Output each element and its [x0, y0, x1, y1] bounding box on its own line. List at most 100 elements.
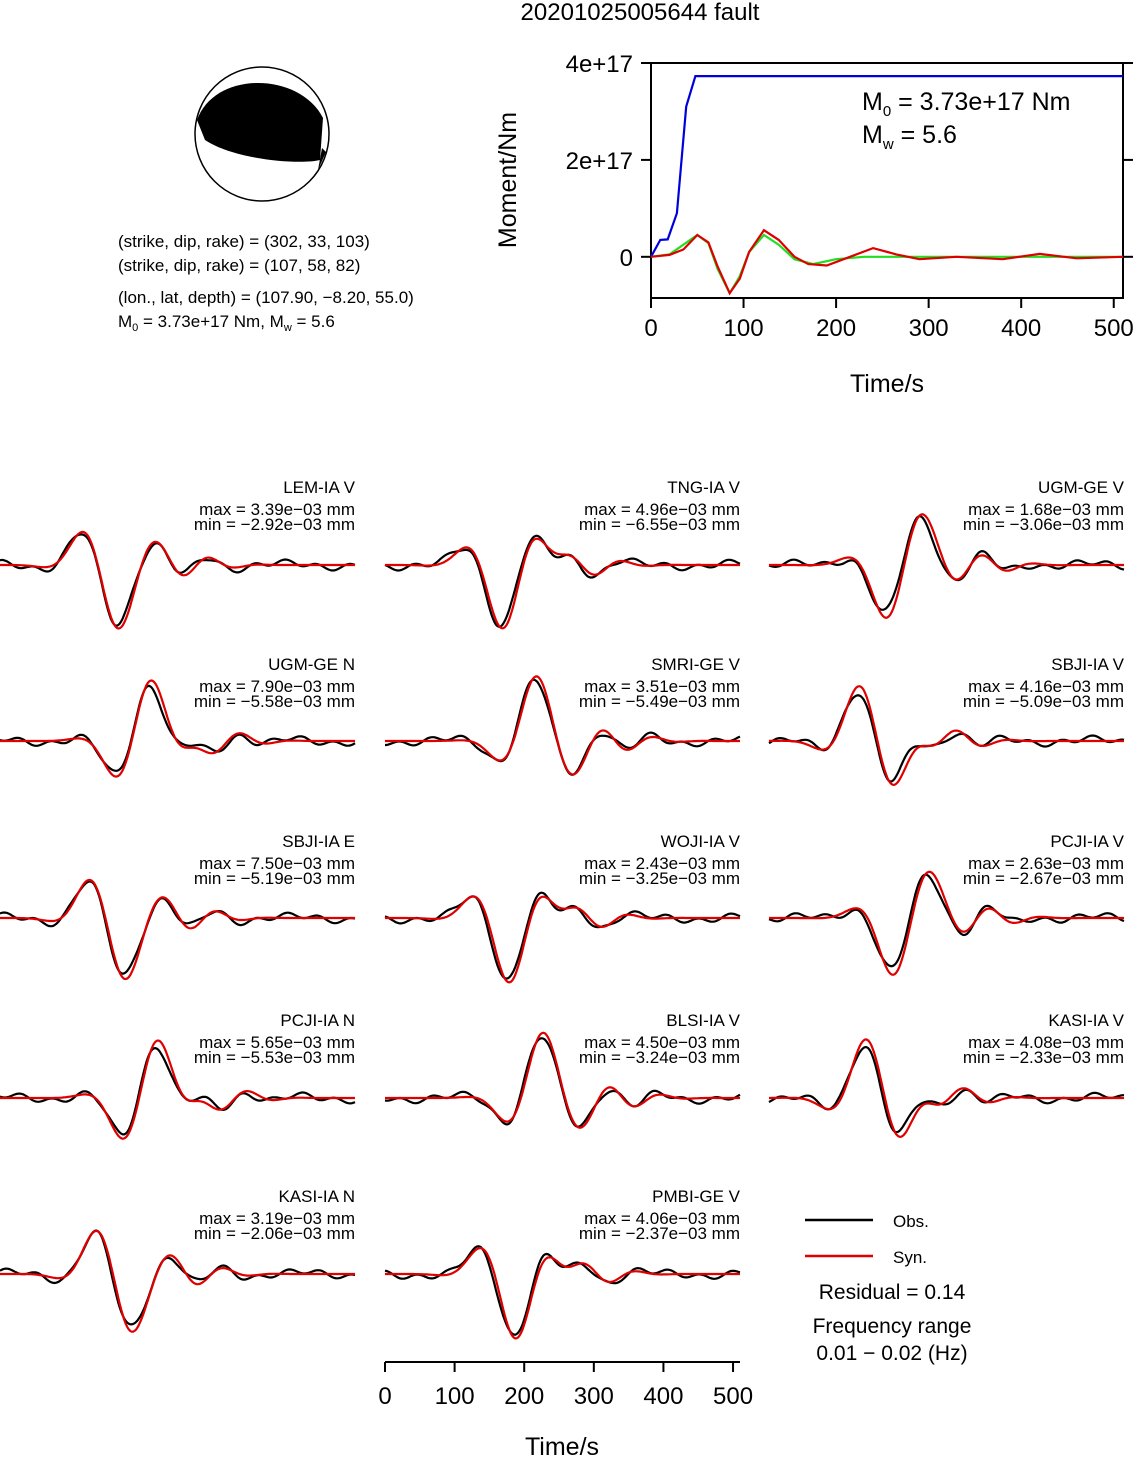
- station-name: SMRI-GE V: [651, 655, 740, 674]
- observed-waveform: [768, 873, 1125, 968]
- station-min: min = −2.92e−03 mm: [194, 515, 355, 534]
- moment-x-tick-label: 0: [644, 315, 657, 342]
- station-name: KASI-IA V: [1048, 1011, 1124, 1030]
- moment-x-tick-label: 500: [1094, 315, 1134, 342]
- station-name: PMBI-GE V: [652, 1187, 741, 1206]
- frequency-range-value: 0.01 − 0.02 (Hz): [816, 1342, 967, 1365]
- station-min: min = −3.24e−03 mm: [579, 1048, 740, 1067]
- moment-mw-label: Mw = 5.6: [862, 121, 957, 153]
- station-min: min = −3.25e−03 mm: [579, 869, 740, 888]
- station-min: min = −6.55e−03 mm: [579, 515, 740, 534]
- figure-title: 20201025005644 fault: [521, 0, 760, 26]
- station-name: BLSI-IA V: [666, 1011, 740, 1030]
- legend-syn-label: Syn.: [893, 1248, 927, 1267]
- station-name: SBJI-IA V: [1051, 655, 1124, 674]
- waveform-x-tick-label: 400: [643, 1383, 683, 1410]
- moment-series-line: [650, 233, 1123, 296]
- waveform-x-tick-label: 300: [574, 1383, 614, 1410]
- moment-y-tick-label: 2e+17: [566, 148, 633, 175]
- station-name: PCJI-IA N: [280, 1011, 355, 1030]
- mechanism-plane-2: (strike, dip, rake) = (107, 58, 82): [118, 256, 360, 275]
- moment-x-axis-label: Time/s: [850, 370, 924, 398]
- station-max: max = 4.16e−03 mm: [968, 677, 1124, 696]
- synthetic-waveform: [385, 675, 740, 776]
- station-max: max = 4.96e−03 mm: [584, 500, 740, 519]
- moment-x-tick-label: 200: [816, 315, 856, 342]
- moment-x-tick-label: 300: [909, 315, 949, 342]
- station-max: max = 4.06e−03 mm: [584, 1209, 740, 1228]
- moment-y-tick-label: 0: [620, 245, 633, 272]
- station-max: max = 3.39e−03 mm: [199, 500, 355, 519]
- station-max: max = 5.65e−03 mm: [199, 1033, 355, 1052]
- synthetic-waveform: [769, 870, 1124, 976]
- station-max: max = 4.50e−03 mm: [584, 1033, 740, 1052]
- station-min: min = −2.67e−03 mm: [963, 869, 1124, 888]
- synthetic-waveform: [0, 878, 355, 981]
- residual-label: Residual = 0.14: [819, 1281, 966, 1304]
- station-name: UGM-GE N: [268, 655, 355, 674]
- waveform-x-tick-label: 500: [713, 1383, 753, 1410]
- synthetic-waveform: [769, 1038, 1124, 1139]
- station-max: max = 2.43e−03 mm: [584, 854, 740, 873]
- moment-plot-frame: [650, 62, 1124, 299]
- synthetic-waveform: [769, 685, 1124, 787]
- station-max: max = 7.50e−03 mm: [199, 854, 355, 873]
- station-max: max = 7.90e−03 mm: [199, 677, 355, 696]
- station-name: UGM-GE V: [1038, 478, 1125, 497]
- synthetic-waveform: [769, 513, 1124, 619]
- synthetic-waveform: [385, 1031, 740, 1129]
- moment-series-line: [650, 75, 1123, 258]
- synthetic-waveform: [385, 895, 740, 984]
- station-max: max = 2.63e−03 mm: [968, 854, 1124, 873]
- station-name: KASI-IA N: [278, 1187, 355, 1206]
- observed-waveform: [384, 891, 741, 980]
- moment-x-tick-label: 100: [724, 315, 764, 342]
- observed-waveform: [0, 1229, 356, 1326]
- station-max: max = 4.08e−03 mm: [968, 1033, 1124, 1052]
- legend-obs-label: Obs.: [893, 1212, 929, 1231]
- mechanism-plane-1: (strike, dip, rake) = (302, 33, 103): [118, 232, 370, 251]
- waveform-x-tick-label: 0: [378, 1383, 391, 1410]
- moment-x-tick-label: 400: [1001, 315, 1041, 342]
- station-min: min = −5.19e−03 mm: [194, 869, 355, 888]
- waveform-x-tick-label: 200: [504, 1383, 544, 1410]
- moment-series-line: [650, 228, 1124, 296]
- observed-waveform: [384, 534, 741, 628]
- station-min: min = −5.53e−03 mm: [194, 1048, 355, 1067]
- station-name: WOJI-IA V: [661, 832, 741, 851]
- station-min: min = −2.33e−03 mm: [963, 1048, 1124, 1067]
- station-min: min = −5.09e−03 mm: [963, 692, 1124, 711]
- observed-waveform: [0, 1046, 356, 1136]
- station-max: max = 3.51e−03 mm: [584, 677, 740, 696]
- moment-m0-label: M0 = 3.73e+17 Nm: [862, 88, 1070, 120]
- synthetic-waveform: [0, 1039, 355, 1140]
- moment-y-axis-label: Moment/Nm: [494, 112, 522, 248]
- station-min: min = −5.58e−03 mm: [194, 692, 355, 711]
- synthetic-waveform: [385, 537, 740, 630]
- waveform-x-tick-label: 100: [435, 1383, 475, 1410]
- station-min: min = −2.37e−03 mm: [579, 1224, 740, 1243]
- focal-mechanism-beachball: [194, 66, 330, 202]
- waveform-x-axis-label: Time/s: [525, 1433, 599, 1458]
- station-name: SBJI-IA E: [282, 832, 355, 851]
- mechanism-moment: M0 = 3.73e+17 Nm, Mw = 5.6: [118, 312, 335, 334]
- moment-rate-plot: 0 100 200 300 400 500 0 2e+17 4e+17 M0 = 3.73e+1…: [494, 51, 1134, 398]
- moment-y-tick-label: 4e+17: [566, 51, 633, 78]
- station-name: TNG-IA V: [667, 478, 740, 497]
- station-name: LEM-IA V: [283, 478, 355, 497]
